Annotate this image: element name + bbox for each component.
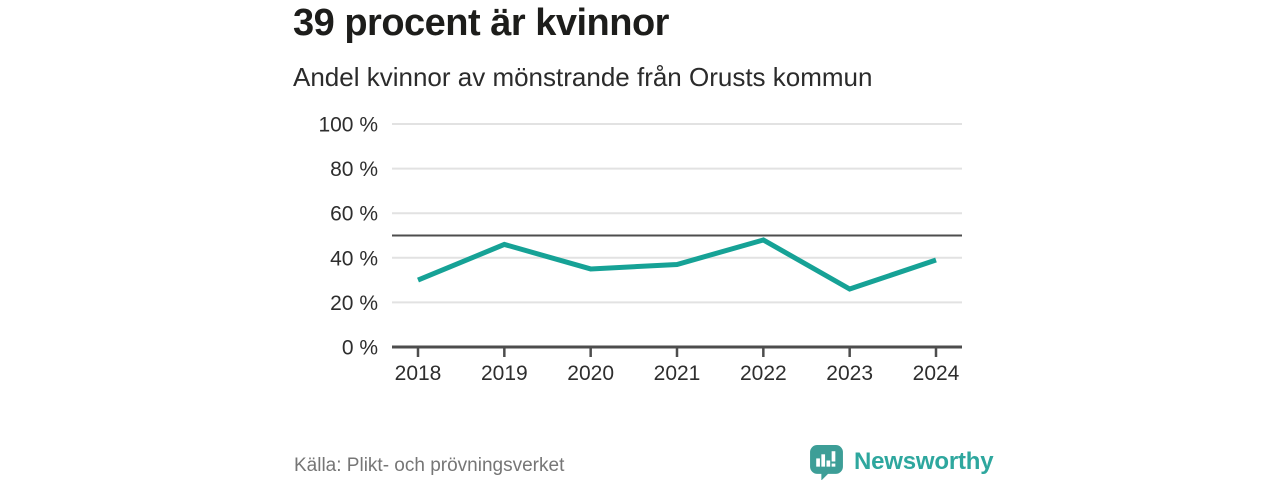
chart-title: 39 procent är kvinnor (293, 2, 669, 44)
x-tick-label: 2018 (395, 362, 442, 385)
source-text: Källa: Plikt- och prövningsverket (294, 455, 565, 476)
x-tick-label: 2024 (913, 362, 960, 385)
x-tick-label: 2021 (654, 362, 701, 385)
y-tick-label: 40 % (330, 247, 378, 270)
x-tick-label: 2022 (740, 362, 787, 385)
chart-bubble-icon (810, 445, 843, 480)
chart-subtitle: Andel kvinnor av mönstrande från Orusts … (293, 62, 873, 92)
x-tick-label: 2020 (567, 362, 614, 385)
y-tick-label: 20 % (330, 292, 378, 315)
y-tick-label: 100 % (318, 114, 378, 137)
x-tick-label: 2019 (481, 362, 528, 385)
x-tick-label: 2023 (826, 362, 873, 385)
data-line (417, 237, 937, 292)
brand-name: Newsworthy (854, 447, 994, 475)
y-tick-label: 60 % (330, 203, 378, 226)
y-tick-label: 80 % (330, 158, 378, 181)
newsworthy-logo: Newsworthy (808, 443, 994, 480)
y-tick-label: 0 % (342, 337, 378, 360)
bars-glyph (816, 451, 836, 467)
